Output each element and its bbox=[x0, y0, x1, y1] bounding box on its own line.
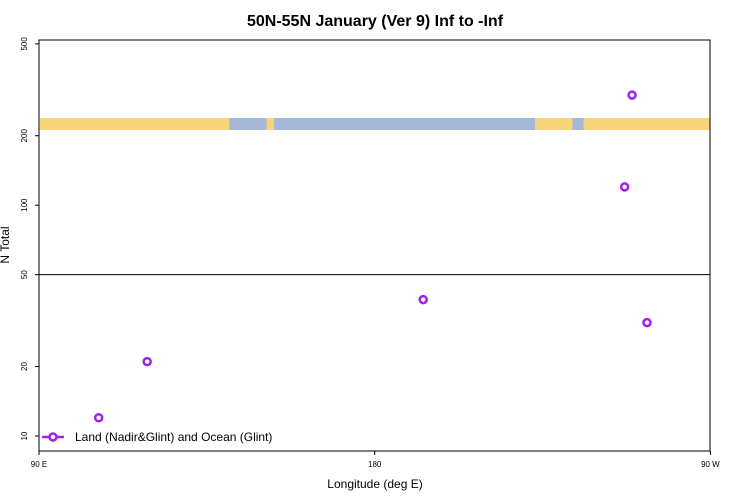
y-tick-label: 100 bbox=[20, 198, 29, 212]
map-strip-land bbox=[583, 118, 710, 130]
map-strip-land bbox=[40, 118, 230, 130]
data-point bbox=[93, 412, 104, 423]
map-strip-land bbox=[266, 118, 274, 130]
data-point bbox=[627, 90, 637, 100]
data-point bbox=[619, 182, 630, 192]
data-point bbox=[642, 317, 652, 328]
data-point bbox=[142, 356, 152, 367]
y-tick-label: 20 bbox=[20, 362, 29, 371]
y-axis-ticks: 10 20 50 100 200 500 bbox=[20, 37, 39, 440]
data-points bbox=[93, 90, 652, 423]
map-strip-land bbox=[535, 118, 573, 130]
legend-label: Land (Nadir&Glint) and Ocean (Glint) bbox=[75, 430, 272, 444]
legend-point-marker bbox=[48, 432, 58, 442]
y-tick-label: 10 bbox=[20, 431, 29, 440]
y-tick-label: 500 bbox=[20, 37, 29, 51]
x-tick-label: 90 W bbox=[701, 460, 720, 469]
x-tick-label: 180 bbox=[368, 460, 382, 469]
chart-title: 50N-55N January (Ver 9) Inf to -Inf bbox=[247, 13, 504, 30]
legend: Land (Nadir&Glint) and Ocean (Glint) bbox=[42, 430, 272, 444]
y-tick-label: 200 bbox=[20, 129, 29, 143]
x-axis-label: Longitude (deg E) bbox=[327, 477, 422, 491]
data-point bbox=[418, 294, 428, 305]
y-tick-label: 50 bbox=[20, 270, 29, 279]
y-axis-label: N Total bbox=[0, 226, 12, 263]
plot-frame bbox=[38, 39, 711, 452]
map-strip bbox=[40, 118, 710, 130]
x-tick-label: 90 E bbox=[31, 460, 47, 469]
